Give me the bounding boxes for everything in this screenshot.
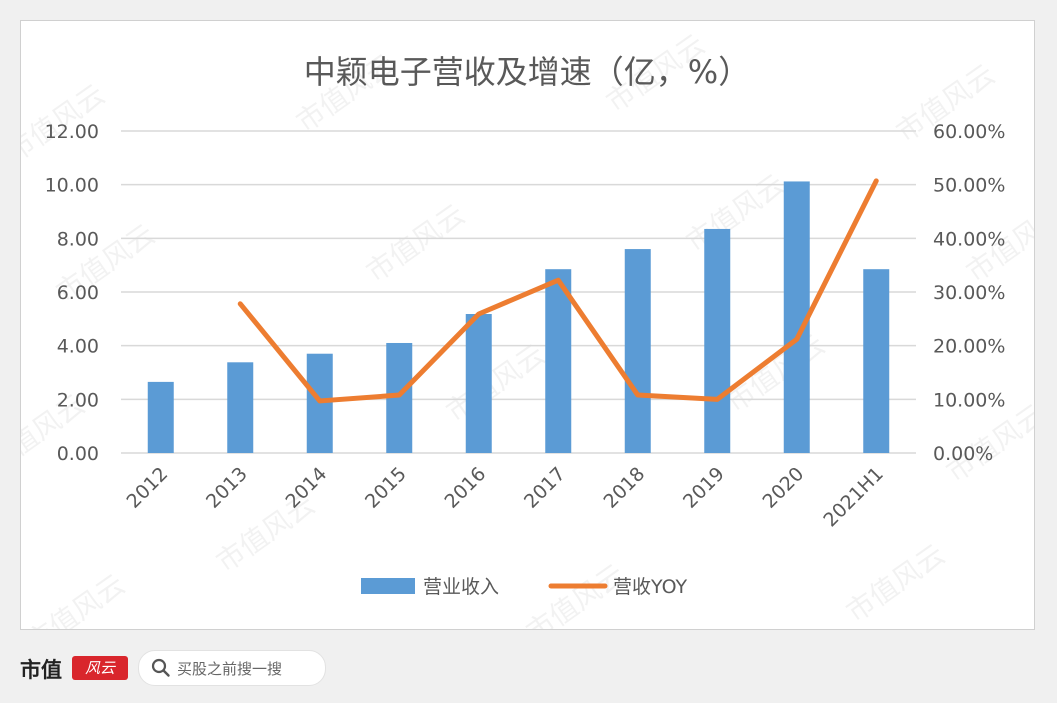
line-series — [237, 178, 879, 404]
search-box[interactable]: 买股之前搜一搜 — [138, 650, 326, 686]
y-right-tick-label: 10.00% — [933, 389, 1005, 411]
y-right-tick-label: 0.00% — [933, 443, 993, 465]
bar — [624, 249, 651, 453]
y-right-tick-label: 50.00% — [933, 175, 1005, 197]
watermark-text: 市值风云 — [440, 338, 551, 429]
chart-card: 市值风云 市值风云 市值风云 市值风云 市值风云 市值风云 市值风云 市值风云 市值风云 市值风云… — [20, 20, 1035, 630]
bar — [147, 381, 174, 453]
bar — [704, 228, 731, 453]
y-right-tick-label: 60.00% — [933, 121, 1005, 143]
y-right-axis: 0.00% 10.00% 20.00% 30.00% 40.00% 50.00% 60.00… — [933, 121, 1005, 465]
watermark-text: 市值风云 — [21, 568, 131, 629]
y-left-tick-label: 4.00 — [57, 336, 99, 358]
brand-logo: 风云 — [72, 656, 128, 680]
x-tick-label: 2016 — [441, 463, 491, 513]
x-tick-label: 2021H1 — [819, 463, 887, 531]
watermark-text: 市值风云 — [680, 168, 791, 259]
y-left-tick-label: 12.00 — [45, 121, 99, 143]
x-tick-label: 2013 — [202, 463, 252, 513]
x-tick-label: 2019 — [679, 463, 729, 513]
y-left-axis: 0.00 2.00 4.00 6.00 8.00 10.00 12.00 — [45, 121, 99, 465]
x-tick-label: 2017 — [520, 463, 570, 513]
x-tick-label: 2015 — [361, 463, 411, 513]
y-right-tick-label: 20.00% — [933, 336, 1005, 358]
bar-series — [147, 181, 890, 454]
x-tick-label: 2020 — [759, 463, 809, 513]
legend-swatch-bar — [361, 578, 415, 594]
footer: 市值 风云 买股之前搜一搜 — [0, 630, 1057, 703]
y-left-tick-label: 10.00 — [45, 175, 99, 197]
x-tick-label: 2018 — [600, 463, 650, 513]
grid-lines — [121, 130, 916, 454]
y-left-tick-label: 2.00 — [57, 389, 99, 411]
legend: 营业收入 营收YOY — [361, 576, 687, 598]
y-left-tick-label: 6.00 — [57, 282, 99, 304]
bar — [465, 314, 492, 453]
y-left-tick-label: 0.00 — [57, 443, 99, 465]
search-icon — [151, 658, 171, 682]
watermark-text: 市值风云 — [720, 328, 831, 419]
chart-title: 中颖电子营收及增速（亿，%） — [304, 53, 750, 91]
watermark-text: 市值风云 — [840, 538, 951, 629]
y-right-tick-label: 40.00% — [933, 228, 1005, 250]
y-right-tick-label: 30.00% — [933, 282, 1005, 304]
legend-label-line: 营收YOY — [613, 576, 687, 598]
bar — [227, 362, 254, 453]
bar — [863, 269, 890, 453]
y-left-tick-label: 8.00 — [57, 228, 99, 250]
legend-label-bar: 营业收入 — [423, 576, 499, 598]
x-axis: 2012 2013 2014 2015 2016 2017 2018 2019 2020 2021… — [123, 463, 888, 531]
x-tick-label: 2012 — [123, 463, 173, 513]
watermark-text: 市值风云 — [360, 198, 471, 289]
brand-name: 市值 — [20, 657, 62, 682]
bar — [545, 269, 572, 453]
search-placeholder: 买股之前搜一搜 — [177, 660, 283, 678]
